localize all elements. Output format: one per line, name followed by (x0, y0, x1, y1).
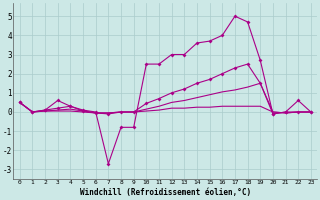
X-axis label: Windchill (Refroidissement éolien,°C): Windchill (Refroidissement éolien,°C) (80, 188, 251, 197)
